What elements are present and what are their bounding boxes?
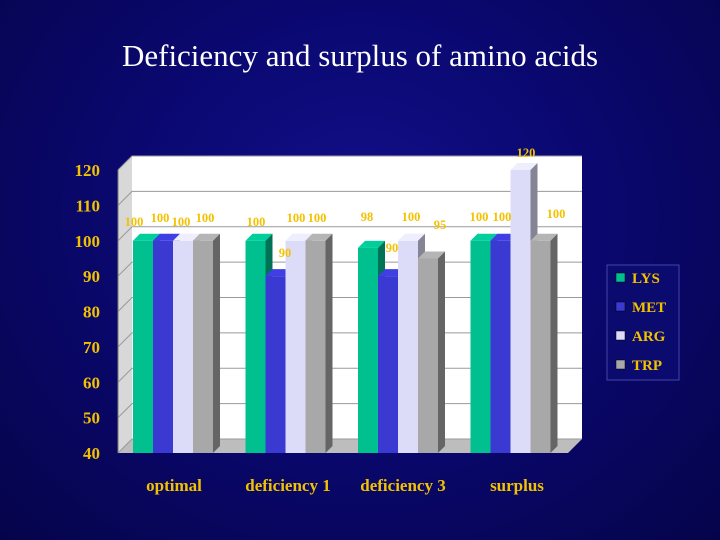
y-tick-label: 70 (83, 338, 100, 357)
legend-label-lys: LYS (632, 271, 660, 287)
y-tick-label: 90 (83, 267, 100, 286)
y-tick-label: 60 (83, 373, 100, 392)
bar-trp-3 (418, 251, 445, 453)
legend-label-arg: ARG (632, 329, 666, 345)
legend: LYS MET ARG TRP (606, 264, 680, 381)
data-label: 100 (151, 211, 170, 225)
page-title: Deficiency and surplus of amino acids (121, 38, 599, 73)
legend-label-trp: TRP (632, 358, 662, 374)
data-label: 100 (547, 207, 566, 221)
legend-swatch-lys (615, 272, 626, 283)
data-label: 98 (361, 210, 374, 224)
x-tick-label: optimal (146, 476, 202, 495)
data-label: 100 (308, 211, 327, 225)
data-label: 120 (517, 146, 536, 160)
bar-trp-2 (305, 233, 333, 453)
gridline (117, 190, 582, 206)
data-label: 90 (386, 241, 399, 255)
x-tick-label: deficiency 3 (360, 476, 445, 495)
data-label: 100 (247, 215, 266, 229)
data-label: 100 (402, 210, 421, 224)
legend-swatch-arg (615, 330, 626, 341)
legend-swatch-met (615, 301, 626, 312)
data-label: 100 (196, 211, 215, 225)
bar-trp-1 (193, 233, 220, 453)
data-label: 100 (172, 215, 191, 229)
data-label: 90 (279, 246, 292, 260)
x-tick-label: surplus (490, 476, 544, 495)
y-tick-label: 80 (83, 303, 100, 322)
plot-floor (118, 439, 582, 453)
data-label: 100 (125, 215, 144, 229)
bar-trp-4 (530, 233, 558, 453)
y-tick-label: 110 (75, 196, 100, 215)
data-label: 100 (493, 210, 512, 224)
legend-label-met: MET (632, 300, 666, 316)
gridline (117, 155, 582, 171)
legend-swatch-trp (615, 359, 626, 370)
gridline (117, 226, 582, 242)
y-tick-label: 120 (75, 161, 101, 180)
data-label: 100 (470, 210, 489, 224)
x-tick-label: deficiency 1 (245, 476, 330, 495)
y-tick-label: 40 (83, 444, 100, 463)
data-label: 95 (434, 218, 447, 232)
y-tick-label: 50 (83, 409, 100, 428)
y-tick-label: 100 (75, 232, 101, 251)
data-label: 100 (287, 211, 306, 225)
